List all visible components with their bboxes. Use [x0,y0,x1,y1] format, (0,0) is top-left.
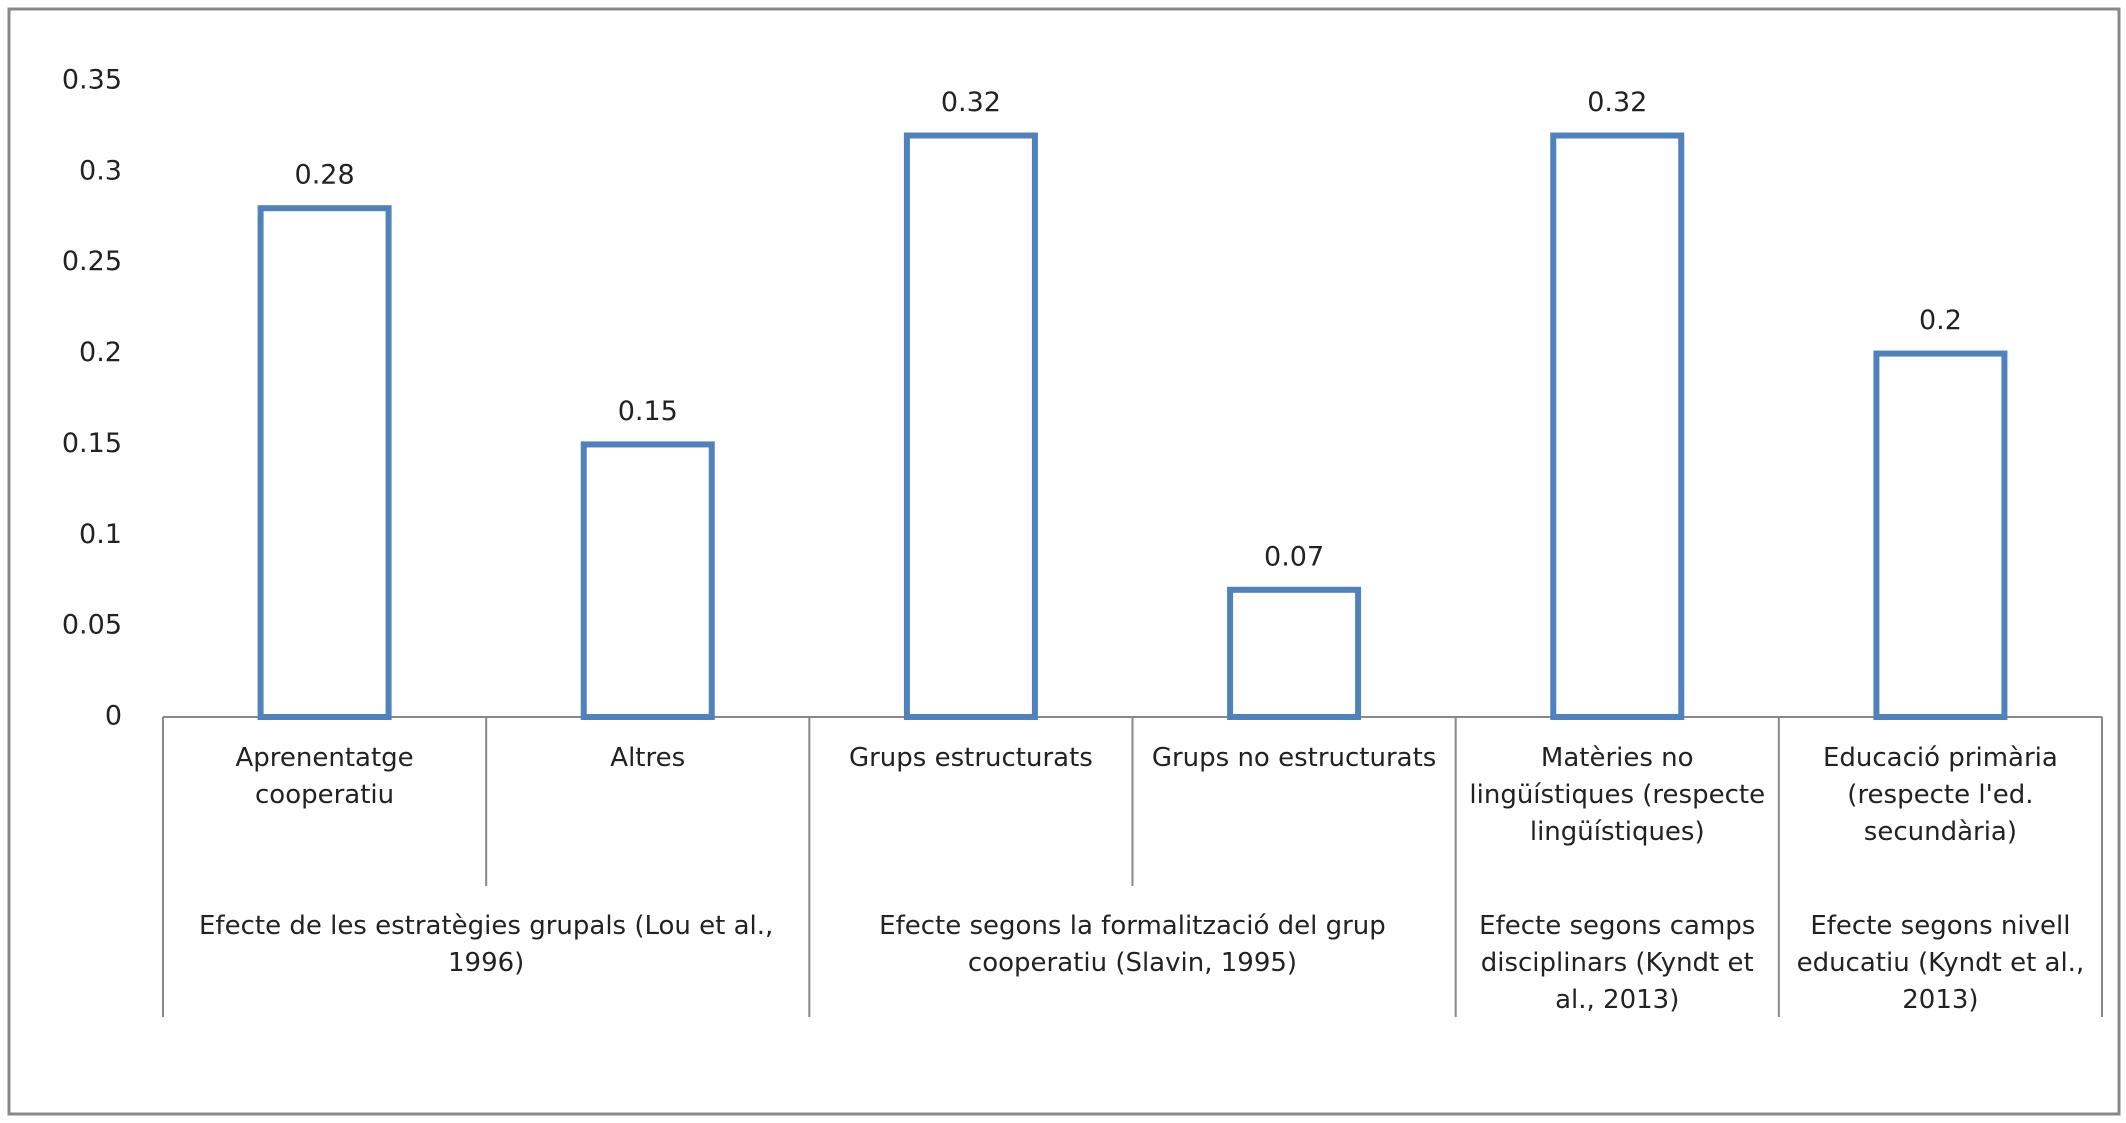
bar [1873,350,2008,720]
group-label: Efecte segons camps disciplinars (Kyndt … [1479,911,1756,1015]
data-label: 0.32 [1587,87,1647,118]
group-label: Efecte segons la formalització del grup … [879,911,1386,978]
group-label: Efecte segons nivell educatiu (Kyndt et … [1796,911,2085,1015]
group-label: Efecte de les estratègies grupals (Lou e… [199,911,774,978]
bar [580,441,715,720]
x-tick-label: Altres [610,743,686,773]
data-label: 0.2 [1919,305,1962,336]
x-tick-label: Matèries no lingüístiques (respecte ling… [1469,743,1766,847]
x-tick-label: Grups estructurats [848,743,1093,773]
bar [257,205,392,720]
y-tick-label: 0.15 [62,428,122,459]
y-tick-label: 0.2 [79,337,122,368]
x-tick-label: Educació primària (respecte l'ed. secund… [1822,743,2058,847]
bar [903,132,1038,720]
bar [1550,132,1685,720]
y-tick-label: 0.05 [62,610,122,641]
bar [1227,586,1362,720]
y-tick-label: 0.3 [79,155,122,186]
x-tick-label: Aprenentatge cooperatiu [235,743,414,810]
y-tick-label: 0.25 [62,246,122,277]
data-label: 0.28 [295,160,355,191]
data-label: 0.07 [1264,541,1324,572]
x-tick-label: Grups no estructurats [1151,743,1437,773]
data-label: 0.15 [618,396,678,427]
chart-border [7,7,2121,1116]
y-tick-label: 0.35 [62,65,122,96]
data-label: 0.32 [941,87,1001,118]
y-tick-label: 0 [105,701,122,732]
y-tick-label: 0.1 [79,519,122,550]
